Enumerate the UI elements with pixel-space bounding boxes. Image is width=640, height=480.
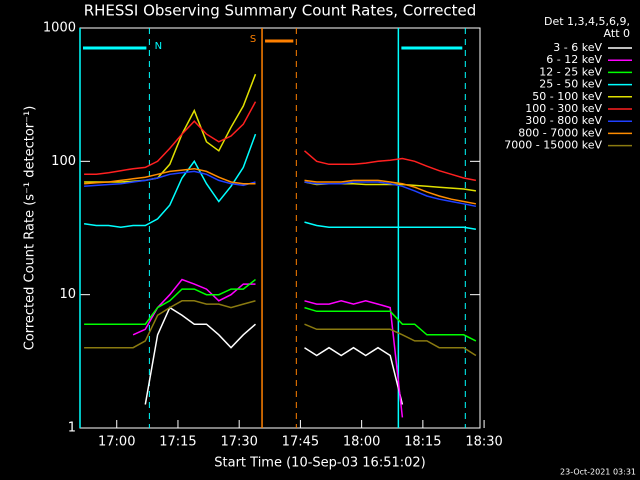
y-tick-label: 1 xyxy=(68,421,76,436)
legend-label: 3 - 6 keV xyxy=(553,41,602,54)
series-line xyxy=(144,306,404,405)
x-tick-label: 17:00 xyxy=(98,435,135,450)
series-line xyxy=(132,278,404,418)
series-line xyxy=(84,167,477,205)
x-tick-label: 18:15 xyxy=(404,435,441,450)
y-tick-label: 100 xyxy=(51,154,76,169)
x-axis-label: Start Time (10-Sep-03 16:51:02) xyxy=(214,456,425,471)
series-line xyxy=(84,278,477,342)
subtitle: Det 1,3,4,5,6,9, xyxy=(544,15,630,28)
legend-label: 50 - 100 keV xyxy=(532,90,602,103)
x-tick-label: 17:30 xyxy=(220,435,257,450)
period-label: N xyxy=(155,41,162,52)
legend-label: 25 - 50 keV xyxy=(539,78,602,91)
footnote: 23-Oct-2021 03:31 xyxy=(560,468,636,477)
legend-label: 7000 - 15000 keV xyxy=(504,139,602,152)
series-line xyxy=(84,101,477,182)
legend-label: 6 - 12 keV xyxy=(546,53,602,66)
legend-label: 100 - 300 keV xyxy=(525,102,602,115)
legend-label: 300 - 800 keV xyxy=(525,114,602,127)
series-line xyxy=(84,300,477,357)
y-tick-label: 1000 xyxy=(43,21,76,36)
legend-label: 800 - 7000 keV xyxy=(518,126,602,139)
series-line xyxy=(83,133,477,230)
x-tick-label: 17:45 xyxy=(282,435,319,450)
period-label: S xyxy=(250,34,256,45)
chart-title: RHESSI Observing Summary Count Rates, Co… xyxy=(84,2,477,20)
y-axis-label: Corrected Count Rate (s⁻¹ detector⁻¹) xyxy=(23,106,38,351)
x-tick-label: 18:30 xyxy=(465,435,502,450)
series-line xyxy=(84,170,477,208)
subtitle: Att 0 xyxy=(604,27,630,40)
legend-label: 12 - 25 keV xyxy=(539,65,602,78)
y-tick-label: 10 xyxy=(59,287,76,302)
x-tick-label: 18:00 xyxy=(343,435,380,450)
x-tick-label: 17:15 xyxy=(159,435,196,450)
